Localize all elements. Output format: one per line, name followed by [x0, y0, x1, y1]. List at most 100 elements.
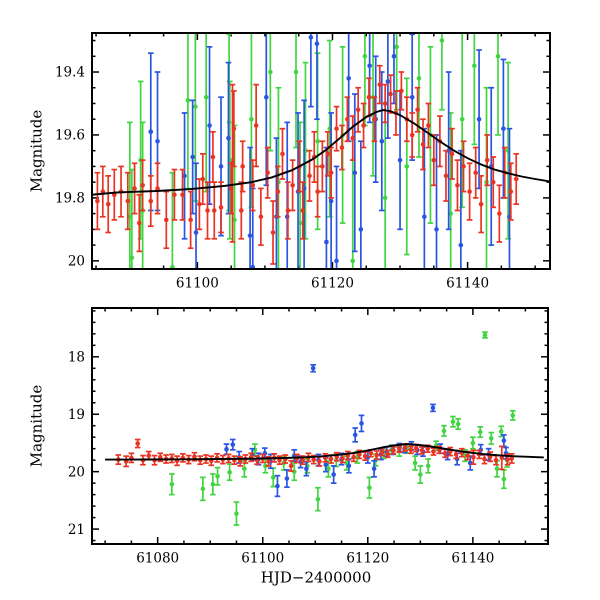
data-point [379, 138, 385, 144]
data-point [268, 69, 273, 75]
data-point [362, 53, 368, 59]
data-point [359, 421, 364, 426]
data-point [180, 192, 185, 198]
data-point [190, 154, 195, 160]
data-point [275, 483, 280, 489]
data-point [328, 456, 334, 462]
data-point [431, 157, 437, 163]
data-point [488, 436, 494, 441]
data-point [382, 101, 388, 106]
data-point [270, 475, 276, 480]
data-point [231, 126, 237, 131]
data-point [328, 170, 334, 176]
data-point [495, 53, 501, 59]
data-point [157, 454, 163, 460]
data-point [397, 157, 403, 163]
y-tick-label: 21 [68, 522, 85, 538]
data-point [331, 472, 336, 477]
series-red-points [115, 438, 515, 472]
data-point [362, 453, 368, 459]
data-point [304, 466, 309, 472]
data-point [265, 170, 270, 176]
data-point [210, 481, 216, 487]
data-point [164, 217, 169, 223]
y-tick-label: 20 [68, 254, 85, 270]
data-point [408, 447, 414, 453]
data-point [314, 41, 320, 46]
data-point [250, 264, 256, 268]
data-point [441, 428, 447, 434]
data-point [501, 476, 507, 482]
data-point [374, 452, 380, 458]
data-point [449, 151, 455, 157]
data-point [346, 76, 351, 81]
y-tick-label: 19.4 [55, 65, 85, 81]
data-point [382, 195, 388, 201]
data-point [284, 476, 290, 481]
data-point [455, 182, 460, 188]
data-point [470, 440, 476, 446]
data-point [498, 429, 504, 434]
data-point [450, 419, 456, 424]
axis-ticks [92, 33, 550, 269]
data-point [422, 214, 427, 220]
data-point [188, 217, 193, 223]
data-point [105, 201, 111, 207]
model-curve-line [105, 443, 544, 461]
data-point [308, 35, 314, 40]
data-point [388, 91, 393, 97]
data-point [135, 441, 141, 446]
data-point [155, 138, 160, 144]
x-axis-label: HJD−2400000 [261, 568, 372, 586]
data-point [391, 448, 396, 453]
data-point [351, 454, 356, 460]
data-point [227, 469, 232, 475]
data-point [442, 450, 448, 456]
data-point [425, 446, 430, 451]
data-point [300, 208, 306, 213]
data-point [482, 332, 488, 338]
data-point [490, 179, 496, 185]
data-point [234, 511, 239, 516]
data-point [352, 432, 358, 438]
data-point [270, 230, 276, 235]
data-point [355, 107, 361, 113]
data-point [238, 208, 244, 213]
data-point [366, 94, 372, 100]
data-point [95, 198, 100, 204]
data-point [379, 449, 385, 455]
series-red-points [94, 64, 520, 265]
data-point [501, 126, 506, 131]
y-tick-label: 19 [68, 407, 85, 423]
data-point [207, 123, 212, 128]
data-point [224, 446, 229, 452]
data-point [315, 189, 320, 194]
data-point [501, 438, 507, 443]
data-point [482, 456, 487, 462]
data-point [170, 264, 175, 268]
data-point [412, 460, 418, 466]
data-point [182, 173, 187, 179]
data-point [419, 448, 425, 453]
data-point [443, 173, 449, 179]
data-point [240, 164, 245, 169]
data-point [510, 413, 516, 418]
data-point [249, 116, 254, 122]
axis-ticks [92, 308, 548, 544]
data-point [476, 116, 482, 122]
data-point [409, 132, 415, 138]
data-point [290, 182, 295, 188]
data-point [484, 157, 490, 163]
data-point [352, 170, 358, 176]
data-point [430, 405, 436, 411]
data-point [129, 255, 135, 260]
data-point [499, 455, 505, 461]
data-point [334, 126, 339, 131]
data-point [339, 145, 345, 150]
data-point [415, 107, 420, 113]
data-point [148, 198, 154, 204]
data-point [345, 116, 350, 122]
data-point [461, 164, 466, 169]
data-point [372, 116, 377, 122]
data-point [280, 151, 285, 157]
